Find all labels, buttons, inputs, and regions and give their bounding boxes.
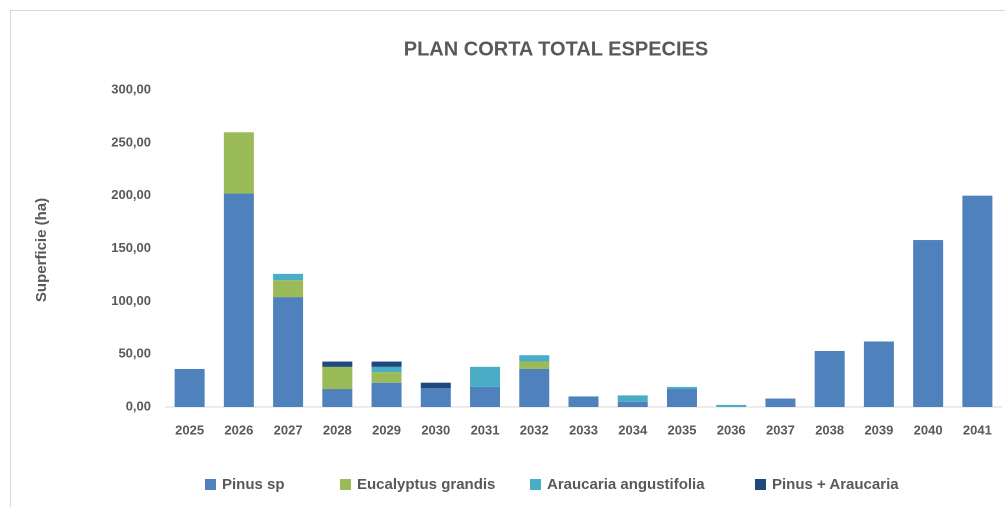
bar-segment [617, 395, 648, 402]
x-tick-label: 2030 [421, 422, 450, 437]
bar-segment [223, 132, 254, 194]
legend-swatch [530, 479, 541, 490]
x-tick-label: 2031 [471, 422, 500, 437]
x-tick-label: 2035 [668, 422, 697, 437]
legend-label: Eucalyptus grandis [357, 476, 495, 493]
y-tick-label: 200,00 [111, 187, 151, 202]
x-tick-label: 2036 [717, 422, 746, 437]
bar-segment [322, 366, 353, 390]
x-tick-label: 2027 [274, 422, 303, 437]
bar-segment [322, 389, 353, 407]
x-tick-label: 2041 [963, 422, 992, 437]
bar-segment [617, 401, 648, 407]
legend-swatch [205, 479, 216, 490]
x-tick-label: 2034 [618, 422, 648, 437]
x-tick-label: 2038 [815, 422, 844, 437]
bar-segment [519, 355, 550, 362]
bar-segment [519, 368, 550, 407]
bar-segment [223, 193, 254, 407]
bar-segment [962, 195, 993, 407]
bar-segment [371, 382, 402, 407]
x-tick-label: 2025 [175, 422, 204, 437]
bar-segment [420, 387, 451, 407]
bar-segment [568, 396, 599, 407]
chart-title: PLAN CORTA TOTAL ESPECIES [404, 38, 708, 60]
bar-segment [371, 372, 402, 383]
bar-segment [273, 273, 304, 281]
y-axis-label: Superficie (ha) [33, 198, 50, 302]
bar-segment [174, 368, 205, 407]
x-tick-label: 2029 [372, 422, 401, 437]
x-tick-label: 2040 [914, 422, 943, 437]
chart-frame [10, 10, 1005, 507]
x-tick-label: 2028 [323, 422, 352, 437]
bar-segment [666, 389, 697, 407]
bar-segment [470, 386, 501, 407]
bar-segment [814, 350, 845, 407]
y-tick-label: 250,00 [111, 134, 151, 149]
bar-segment [666, 386, 697, 390]
bar-segment [913, 240, 944, 407]
bar-segment [371, 366, 402, 373]
y-tick-label: 100,00 [111, 293, 151, 308]
bar-segment [863, 341, 894, 407]
bar-segment [765, 398, 796, 407]
x-tick-label: 2037 [766, 422, 795, 437]
bar-segment [519, 361, 550, 369]
legend-label: Araucaria angustifolia [547, 476, 705, 493]
x-tick-label: 2026 [224, 422, 253, 437]
legend-swatch [340, 479, 351, 490]
bar-segment [716, 404, 747, 407]
bar-segment [420, 382, 451, 388]
legend-label: Pinus sp [222, 476, 285, 493]
bar-segment [273, 280, 304, 298]
x-tick-label: 2033 [569, 422, 598, 437]
y-tick-label: 50,00 [118, 346, 151, 361]
x-tick-label: 2039 [864, 422, 893, 437]
x-tick-label: 2032 [520, 422, 549, 437]
y-tick-label: 150,00 [111, 240, 151, 255]
bar-segment [322, 361, 353, 367]
bar-segment [470, 366, 501, 387]
legend-swatch [755, 479, 766, 490]
bar-segment [273, 297, 304, 407]
bar-segment [371, 361, 402, 367]
legend-label: Pinus + Araucaria [772, 476, 899, 493]
y-tick-label: 300,00 [111, 81, 151, 96]
y-tick-label: 0,00 [126, 398, 151, 413]
